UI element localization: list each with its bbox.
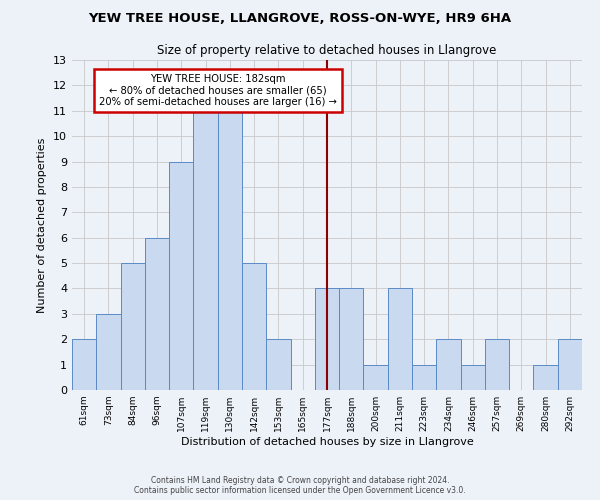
Bar <box>364 364 388 390</box>
Bar <box>412 364 436 390</box>
Bar <box>218 111 242 390</box>
Text: Contains HM Land Registry data © Crown copyright and database right 2024.
Contai: Contains HM Land Registry data © Crown c… <box>134 476 466 495</box>
Title: Size of property relative to detached houses in Llangrove: Size of property relative to detached ho… <box>157 44 497 58</box>
Text: YEW TREE HOUSE, LLANGROVE, ROSS-ON-WYE, HR9 6HA: YEW TREE HOUSE, LLANGROVE, ROSS-ON-WYE, … <box>88 12 512 26</box>
Bar <box>315 288 339 390</box>
Bar <box>436 339 461 390</box>
Bar <box>485 339 509 390</box>
Bar <box>96 314 121 390</box>
Bar <box>72 339 96 390</box>
Bar <box>169 162 193 390</box>
Y-axis label: Number of detached properties: Number of detached properties <box>37 138 47 312</box>
Bar <box>339 288 364 390</box>
Bar <box>461 364 485 390</box>
Bar <box>388 288 412 390</box>
Bar <box>558 339 582 390</box>
Bar <box>266 339 290 390</box>
Bar <box>193 111 218 390</box>
Bar <box>533 364 558 390</box>
Text: YEW TREE HOUSE: 182sqm
← 80% of detached houses are smaller (65)
20% of semi-det: YEW TREE HOUSE: 182sqm ← 80% of detached… <box>99 74 337 107</box>
Bar <box>242 263 266 390</box>
Bar <box>121 263 145 390</box>
Bar <box>145 238 169 390</box>
X-axis label: Distribution of detached houses by size in Llangrove: Distribution of detached houses by size … <box>181 437 473 447</box>
